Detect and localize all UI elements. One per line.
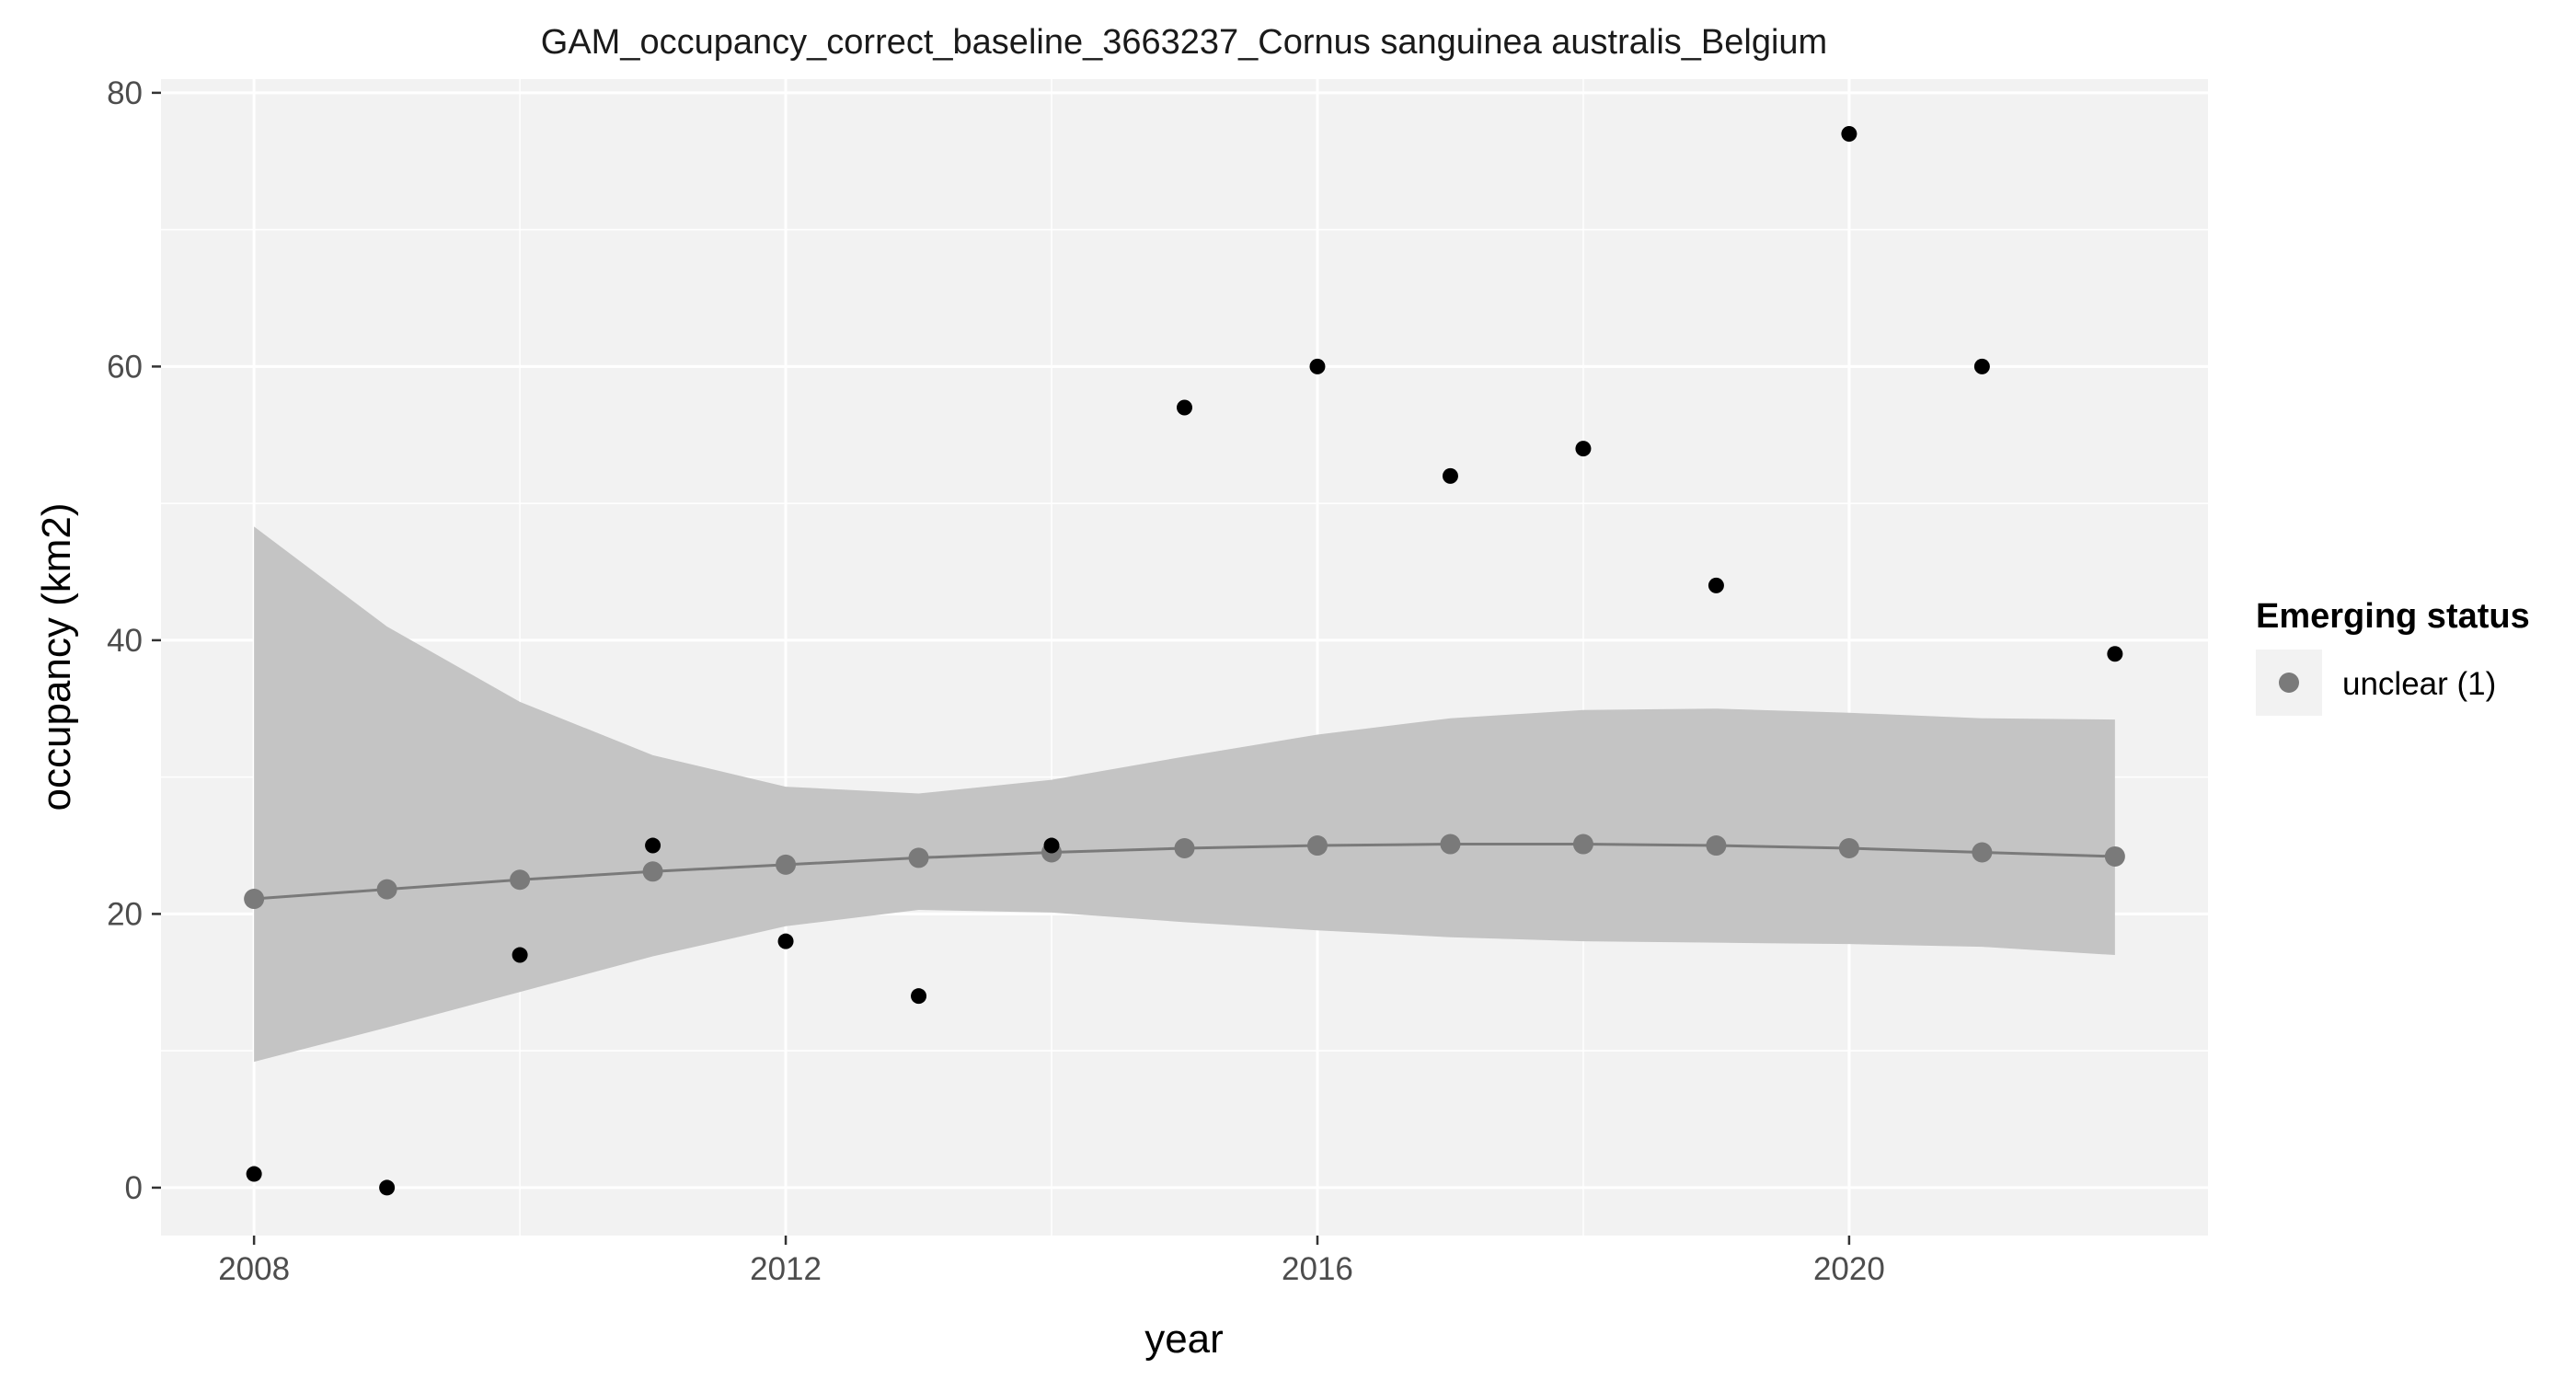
x-tick-label: 2016	[1282, 1251, 1353, 1287]
legend: Emerging status unclear (1)	[2256, 597, 2530, 716]
observed-point	[1973, 358, 1990, 374]
y-tick-label: 0	[125, 1170, 143, 1206]
observed-point	[1575, 441, 1592, 457]
fit-point	[1174, 838, 1195, 859]
legend-label: unclear (1)	[2342, 666, 2496, 702]
observed-point	[1841, 126, 1857, 143]
fit-point	[1440, 834, 1461, 855]
observed-point	[512, 947, 528, 963]
fit-point	[376, 879, 397, 900]
fit-point	[642, 861, 663, 882]
y-tick-label: 40	[107, 623, 143, 659]
y-axis-title: occupancy (km2)	[34, 502, 79, 811]
observed-point	[1043, 837, 1060, 854]
y-tick-label: 80	[107, 75, 143, 111]
confidence-ribbon	[254, 526, 2115, 1063]
y-tick-label: 60	[107, 349, 143, 385]
fit-point	[2104, 845, 2125, 867]
observed-point	[1309, 358, 1326, 374]
fit-point	[1838, 838, 1859, 859]
plot-panel	[161, 79, 2208, 1236]
x-axis-title: year	[1144, 1317, 1224, 1362]
fit-point	[908, 847, 929, 868]
fit-point	[1706, 835, 1727, 857]
fit-point	[1972, 842, 1993, 863]
x-tick-label: 2012	[750, 1251, 822, 1287]
x-tick-label: 2008	[218, 1251, 290, 1287]
observed-points	[246, 126, 2123, 1196]
fit-point	[1572, 834, 1593, 855]
y-axis: 0 20 40 60 80	[107, 75, 161, 1206]
observed-point	[777, 933, 794, 949]
y-tick-label: 20	[107, 896, 143, 932]
observed-point	[645, 837, 661, 854]
chart-title: GAM_occupancy_correct_baseline_3663237_C…	[541, 23, 1827, 62]
x-axis: 2008 2012 2016 2020	[218, 1236, 1885, 1287]
observed-point	[2107, 646, 2123, 662]
legend-key-marker	[2279, 673, 2299, 693]
observed-point	[1177, 399, 1192, 416]
observed-point	[246, 1166, 262, 1182]
fit-point	[244, 889, 265, 910]
legend-title: Emerging status	[2256, 597, 2530, 636]
x-tick-label: 2020	[1813, 1251, 1885, 1287]
observed-point	[379, 1179, 396, 1196]
observed-point	[911, 988, 927, 1005]
fit-point	[776, 854, 797, 875]
observed-point	[1708, 577, 1724, 593]
fit-point	[510, 869, 531, 891]
confidence-band	[254, 526, 2115, 1063]
fit-point	[1306, 835, 1328, 857]
observed-point	[1442, 467, 1458, 484]
